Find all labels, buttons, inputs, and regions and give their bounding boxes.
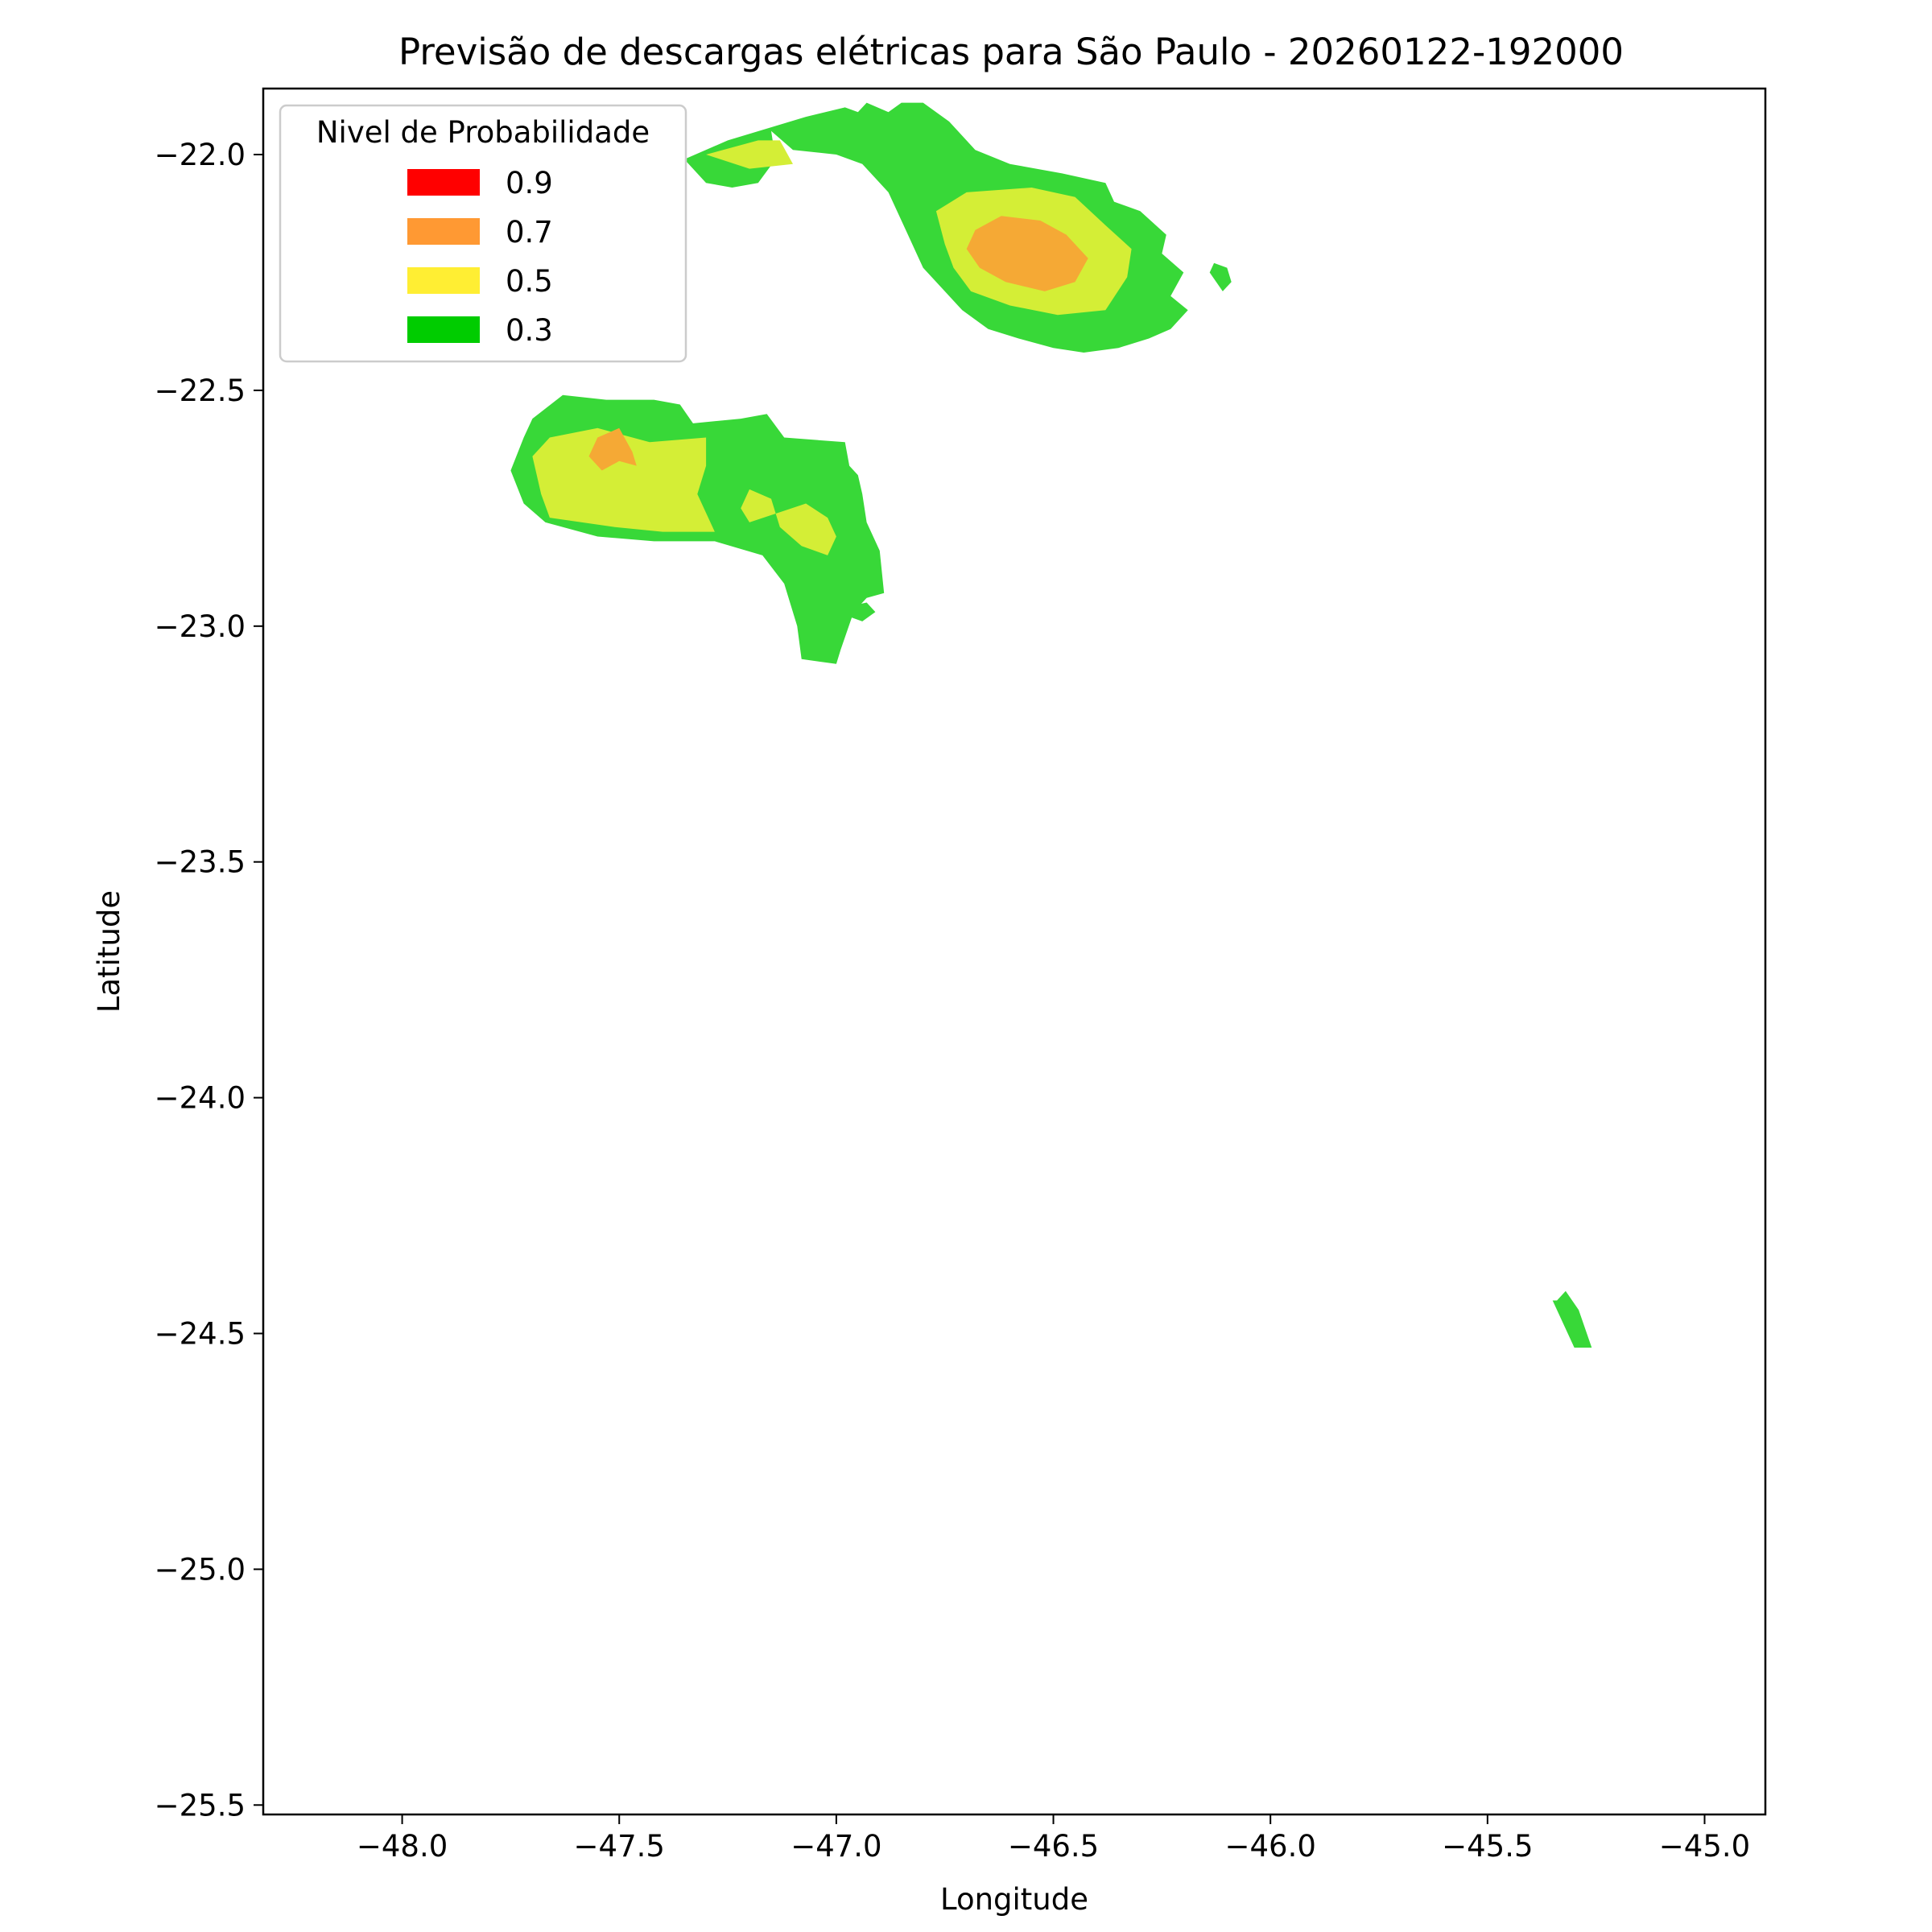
legend-label: 0.7 [506,215,553,250]
x-tick-label: −47.5 [574,1829,665,1864]
chart-title: Previsão de descargas elétricas para São… [398,31,1624,73]
legend-title: Nivel de Probabilidade [316,115,650,150]
plot-frame [262,87,1767,1816]
x-tick-label: −45.5 [1442,1829,1533,1864]
x-tick-label: −46.0 [1224,1829,1315,1864]
contour-region-07-10 [588,427,637,471]
legend-label: 0.9 [506,166,553,200]
legend-entries: 0.9 0.7 0.5 0.3 [407,166,553,348]
legend-box [279,104,687,363]
y-tick-label: −22.5 [155,374,246,408]
legend: Nivel de Probabilidade 0.9 0.7 0.5 0.3 [279,104,687,363]
y-tick-label: −23.5 [155,845,246,880]
contour-region-03-3 [844,602,876,621]
x-axis: −48.0 −47.5 −47.0 −46.5 −46.0 −45.5 −45.0 [357,1814,1750,1864]
x-tick-label: −48.0 [357,1829,448,1864]
y-tick-label: −22.0 [155,138,246,172]
x-tick-label: −47.0 [791,1829,881,1864]
y-axis-label: Latitude [92,890,126,1013]
legend-label: 0.3 [506,313,553,348]
y-tick-label: −25.5 [155,1788,246,1823]
contour-region-05-5 [706,140,793,169]
contour-region-03-1 [1209,262,1232,291]
x-axis-label: Longitude [940,1882,1088,1917]
legend-swatch [407,218,480,245]
legend-swatch [407,316,480,343]
y-tick-label: −23.0 [155,609,246,644]
contour-region-03-4 [1552,1290,1592,1348]
y-tick-label: −25.0 [155,1552,246,1587]
contour-region-07-9 [966,216,1088,291]
y-tick-label: −24.5 [155,1316,246,1351]
legend-label: 0.5 [506,264,553,299]
contour-region-05-8 [741,489,836,555]
legend-swatch [407,169,480,196]
y-axis: −22.0 −22.5 −23.0 −23.5 −24.0 −24.5 −25.0 −25.5 [155,138,263,1823]
contour-region-05-7 [532,427,715,532]
contour-regions [510,102,1592,1348]
x-tick-label: −46.5 [1008,1829,1099,1864]
legend-swatch [407,267,480,294]
x-tick-label: −45.0 [1659,1829,1750,1864]
y-tick-label: −24.0 [155,1081,246,1116]
